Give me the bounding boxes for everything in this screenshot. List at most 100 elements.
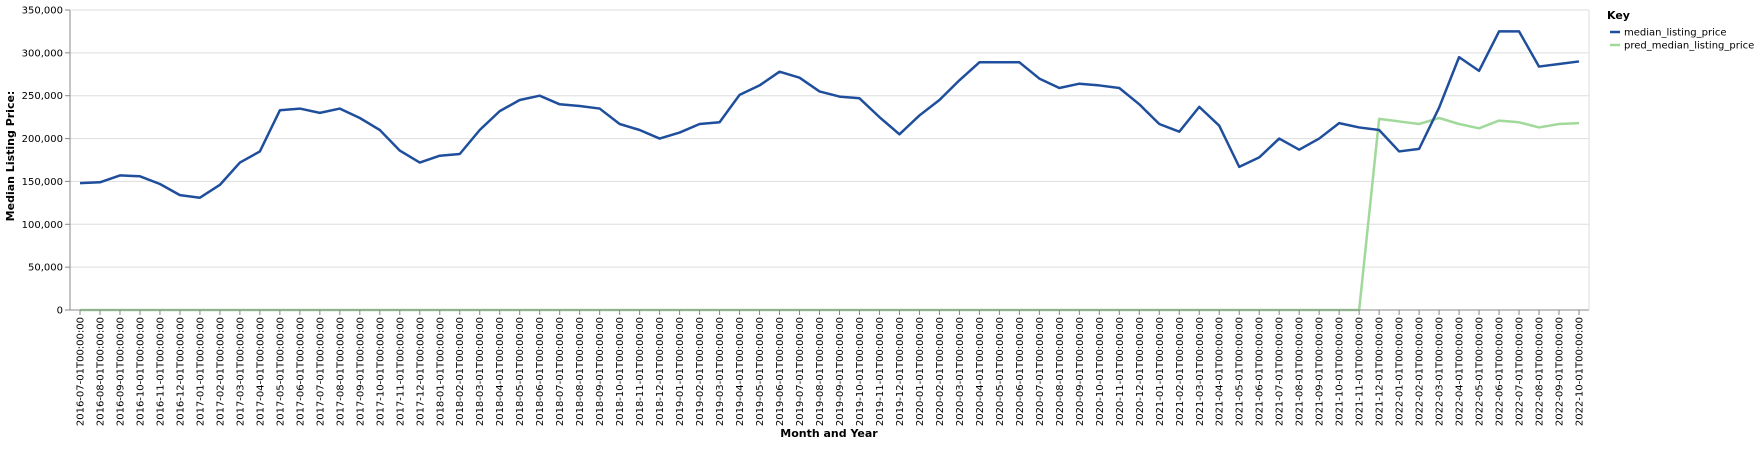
x-tick-label: 2017-07-01T00:00:00 xyxy=(315,317,326,426)
x-tick-label: 2022-01-01T00:00:00 xyxy=(1395,317,1406,426)
x-tick-label: 2022-05-01T00:00:00 xyxy=(1475,317,1486,426)
y-axis-title: Median Listing Price: xyxy=(4,91,17,222)
x-tick-label: 2019-10-01T00:00:00 xyxy=(855,317,866,426)
x-tick-label: 2020-05-01T00:00:00 xyxy=(995,317,1006,426)
x-tick-label: 2019-09-01T00:00:00 xyxy=(835,317,846,426)
x-tick-label: 2022-02-01T00:00:00 xyxy=(1415,317,1426,426)
x-tick-label: 2020-10-01T00:00:00 xyxy=(1095,317,1106,426)
x-tick-label: 2019-03-01T00:00:00 xyxy=(715,317,726,426)
x-tick-label: 2019-05-01T00:00:00 xyxy=(755,317,766,426)
x-tick-label: 2016-11-01T00:00:00 xyxy=(155,317,166,426)
series-line-median-listing-price xyxy=(79,30,1580,199)
series-lines xyxy=(79,30,1580,312)
x-tick-label: 2021-12-01T00:00:00 xyxy=(1375,317,1386,426)
legend: Key median_listing_price pred_median_list… xyxy=(1607,9,1754,52)
x-tick-label: 2019-02-01T00:00:00 xyxy=(695,317,706,426)
legend-label: pred_median_listing_price xyxy=(1624,41,1754,52)
x-tick-label: 2022-03-01T00:00:00 xyxy=(1435,317,1446,426)
legend-items: median_listing_price pred_median_listing_… xyxy=(1610,28,1754,52)
x-tick-label: 2018-12-01T00:00:00 xyxy=(655,317,666,426)
x-tick-label: 2021-05-01T00:00:00 xyxy=(1235,317,1246,426)
x-tick-label: 2021-08-01T00:00:00 xyxy=(1295,317,1306,426)
x-tick-label: 2021-01-01T00:00:00 xyxy=(1155,317,1166,426)
x-tick-label: 2022-10-01T00:00:00 xyxy=(1575,317,1586,426)
x-tick-label: 2022-06-01T00:00:00 xyxy=(1495,317,1506,426)
x-tick-label: 2020-06-01T00:00:00 xyxy=(1015,317,1026,426)
x-tick-label: 2022-04-01T00:00:00 xyxy=(1455,317,1466,426)
y-tick-label: 0 xyxy=(57,306,63,317)
x-tick-label: 2022-07-01T00:00:00 xyxy=(1515,317,1526,426)
x-tick-label: 2021-10-01T00:00:00 xyxy=(1335,317,1346,426)
x-tick-label: 2017-04-01T00:00:00 xyxy=(255,317,266,426)
x-tick-label: 2018-07-01T00:00:00 xyxy=(555,317,566,426)
x-tick-label: 2018-11-01T00:00:00 xyxy=(635,317,646,426)
x-tick-label: 2021-03-01T00:00:00 xyxy=(1195,317,1206,426)
x-tick-label: 2019-07-01T00:00:00 xyxy=(795,317,806,426)
x-tick-label: 2018-02-01T00:00:00 xyxy=(455,317,466,426)
x-tick-label: 2016-12-01T00:00:00 xyxy=(175,317,186,426)
x-tick-label: 2019-01-01T00:00:00 xyxy=(675,317,686,426)
legend-label: median_listing_price xyxy=(1624,28,1727,39)
x-tick-label: 2018-05-01T00:00:00 xyxy=(515,317,526,426)
x-tick-label: 2018-01-01T00:00:00 xyxy=(435,317,446,426)
y-axis-ticks: 0 50,000 100,000 150,000 200,000 250,000 300,0… xyxy=(22,6,70,317)
y-tick-label: 350,000 xyxy=(22,6,63,17)
x-tick-label: 2021-06-01T00:00:00 xyxy=(1255,317,1266,426)
x-tick-label: 2022-09-01T00:00:00 xyxy=(1555,317,1566,426)
x-tick-label: 2020-07-01T00:00:00 xyxy=(1035,317,1046,426)
x-tick-label: 2017-01-01T00:00:00 xyxy=(195,317,206,426)
x-tick-label: 2019-04-01T00:00:00 xyxy=(735,317,746,426)
x-tick-label: 2016-07-01T00:00:00 xyxy=(76,317,87,426)
x-axis-ticks: 2016-07-01T00:00:00 2016-08-01T00:00:00 20… xyxy=(76,310,1586,426)
x-tick-label: 2016-08-01T00:00:00 xyxy=(95,317,106,426)
x-tick-label: 2018-03-01T00:00:00 xyxy=(475,317,486,426)
x-tick-label: 2021-09-01T00:00:00 xyxy=(1315,317,1326,426)
y-tick-label: 100,000 xyxy=(22,220,63,231)
x-tick-label: 2017-09-01T00:00:00 xyxy=(355,317,366,426)
x-tick-label: 2017-11-01T00:00:00 xyxy=(395,317,406,426)
x-tick-label: 2020-08-01T00:00:00 xyxy=(1055,317,1066,426)
x-tick-label: 2020-02-01T00:00:00 xyxy=(935,317,946,426)
x-tick-label: 2021-07-01T00:00:00 xyxy=(1275,317,1286,426)
x-tick-label: 2018-06-01T00:00:00 xyxy=(535,317,546,426)
y-tick-label: 250,000 xyxy=(22,91,63,102)
x-tick-label: 2016-10-01T00:00:00 xyxy=(135,317,146,426)
x-tick-label: 2018-09-01T00:00:00 xyxy=(595,317,606,426)
x-tick-label: 2017-05-01T00:00:00 xyxy=(275,317,286,426)
y-tick-label: 200,000 xyxy=(22,134,63,145)
x-tick-label: 2020-12-01T00:00:00 xyxy=(1135,317,1146,426)
x-tick-label: 2019-12-01T00:00:00 xyxy=(895,317,906,426)
x-tick-label: 2022-08-01T00:00:00 xyxy=(1535,317,1546,426)
x-tick-label: 2019-06-01T00:00:00 xyxy=(775,317,786,426)
x-tick-label: 2017-08-01T00:00:00 xyxy=(335,317,346,426)
x-tick-label: 2021-11-01T00:00:00 xyxy=(1355,317,1366,426)
x-tick-label: 2017-06-01T00:00:00 xyxy=(295,317,306,426)
x-tick-label: 2020-01-01T00:00:00 xyxy=(915,317,926,426)
x-tick-label: 2019-11-01T00:00:00 xyxy=(875,317,886,426)
x-tick-label: 2017-10-01T00:00:00 xyxy=(375,317,386,426)
x-tick-label: 2018-04-01T00:00:00 xyxy=(495,317,506,426)
axes xyxy=(69,9,1590,311)
y-tick-label: 300,000 xyxy=(22,48,63,59)
x-tick-label: 2018-10-01T00:00:00 xyxy=(615,317,626,426)
x-tick-label: 2021-02-01T00:00:00 xyxy=(1175,317,1186,426)
y-tick-label: 50,000 xyxy=(28,263,63,274)
legend-title: Key xyxy=(1607,9,1630,22)
x-tick-label: 2020-11-01T00:00:00 xyxy=(1115,317,1126,426)
x-tick-label: 2017-03-01T00:00:00 xyxy=(235,317,246,426)
x-tick-label: 2017-12-01T00:00:00 xyxy=(415,317,426,426)
x-tick-label: 2021-04-01T00:00:00 xyxy=(1215,317,1226,426)
x-tick-label: 2019-08-01T00:00:00 xyxy=(815,317,826,426)
x-tick-label: 2020-04-01T00:00:00 xyxy=(975,317,986,426)
x-tick-label: 2016-09-01T00:00:00 xyxy=(115,317,126,426)
x-tick-label: 2020-03-01T00:00:00 xyxy=(955,317,966,426)
x-tick-label: 2017-02-01T00:00:00 xyxy=(215,317,226,426)
x-axis-title: Month and Year xyxy=(780,427,878,440)
x-tick-label: 2020-09-01T00:00:00 xyxy=(1075,317,1086,426)
x-tick-label: 2018-08-01T00:00:00 xyxy=(575,317,586,426)
y-tick-label: 150,000 xyxy=(22,177,63,188)
series-line-pred-median-listing-price xyxy=(80,116,1580,312)
gridlines xyxy=(70,9,1589,311)
